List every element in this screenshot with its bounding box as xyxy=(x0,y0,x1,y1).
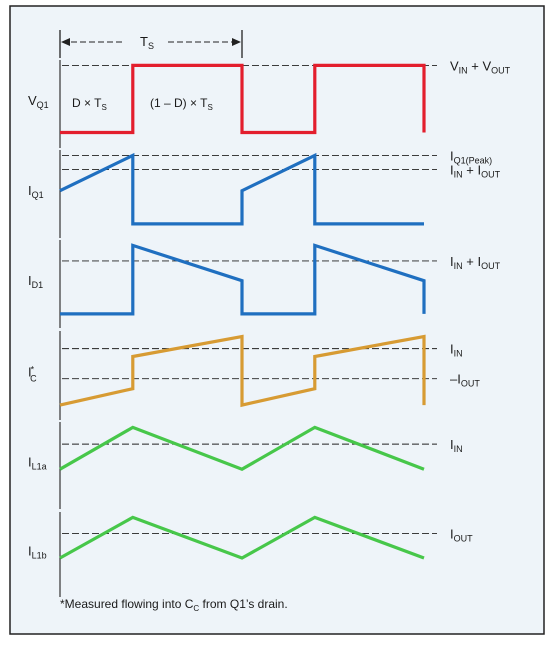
panel-iq1: IQ1(Peak)IIN + IOUT IQ1 xyxy=(28,148,501,238)
interval-label-on: D × TS xyxy=(72,96,107,112)
waveform-iq1 xyxy=(59,152,424,226)
waveform-icc xyxy=(59,334,426,408)
signal-label-id1: ID1 xyxy=(28,273,43,290)
period-arrow-left xyxy=(61,38,70,46)
panel-il1a: IIN IL1a xyxy=(28,422,463,509)
panel-vq1: VIN + VOUT VQ1 xyxy=(28,58,511,148)
period-arrow-right xyxy=(232,38,241,46)
footnote: *Measured flowing into CC from Q1’s drai… xyxy=(60,597,288,613)
interval-label-off: (1 – D) × TS xyxy=(150,96,213,112)
reference-label-iq1-0: IQ1(Peak) xyxy=(450,148,492,165)
reference-label-il1a-0: IIN xyxy=(450,437,463,454)
waveform-il1b xyxy=(59,515,425,560)
waveform-vq1 xyxy=(60,63,426,135)
reference-label-icc-0: IIN xyxy=(450,342,463,359)
reference-label-icc-1: –IOUT xyxy=(450,372,480,389)
waveform-id1 xyxy=(60,243,426,316)
signal-label-iq1: IQ1 xyxy=(28,183,44,200)
panel-icc: IIN –IOUT I* C xyxy=(28,331,480,420)
signal-label-il1a: IL1a xyxy=(28,455,47,472)
reference-label-id1-0: IIN + IOUT xyxy=(450,254,501,271)
panel-id1: IIN + IOUT ID1 xyxy=(28,240,501,328)
reference-label-il1b-0: IOUT xyxy=(450,527,473,544)
panel-il1b: IOUT IL1b xyxy=(28,512,473,597)
period-marker: TS xyxy=(59,30,243,58)
waveform-il1a xyxy=(59,425,425,471)
signal-label-vq1: VQ1 xyxy=(28,93,49,110)
reference-label-vq1-0: VIN + VOUT xyxy=(450,58,511,75)
reference-label-iq1-1: IIN + IOUT xyxy=(450,163,501,180)
signal-label-il1b: IL1b xyxy=(28,544,47,561)
period-label: TS xyxy=(140,34,154,51)
signal-label-icc: I* C xyxy=(28,365,37,384)
diagram-background xyxy=(9,5,545,635)
